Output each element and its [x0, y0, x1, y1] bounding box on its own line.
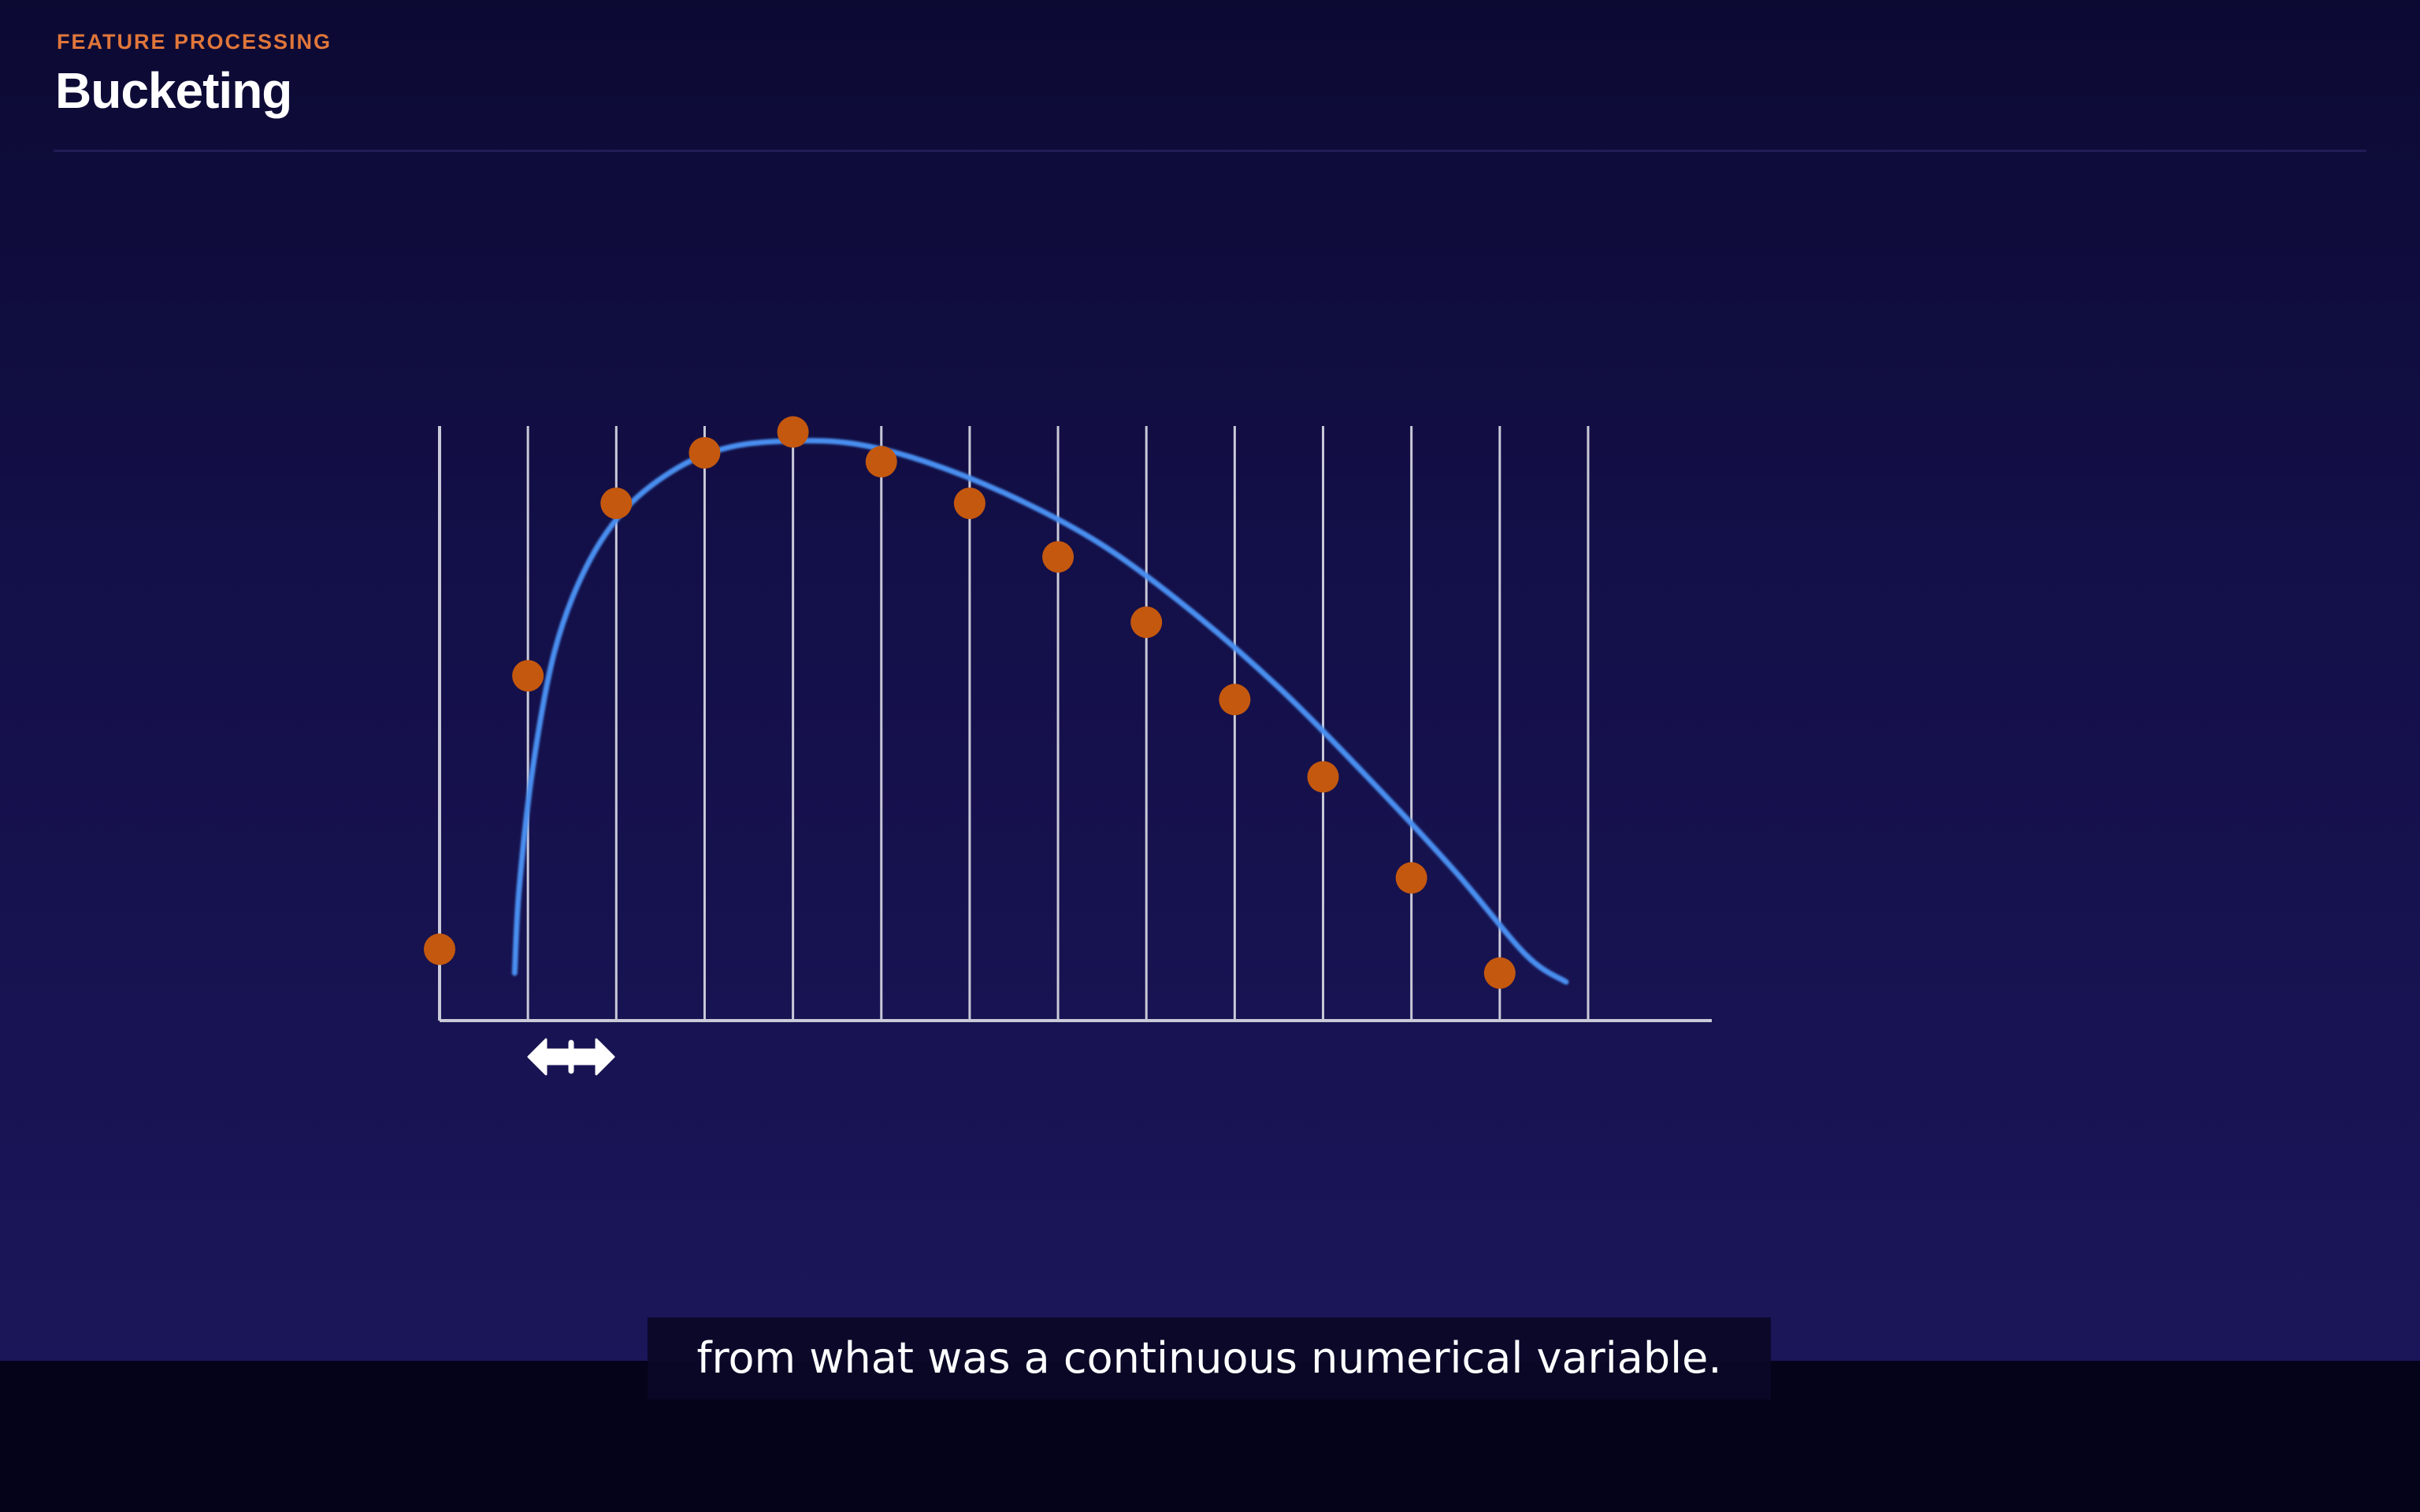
data-point — [1130, 606, 1163, 639]
data-point — [1219, 684, 1251, 716]
data-point — [1042, 541, 1075, 573]
subtitle-caption: from what was a continuous numerical var… — [648, 1317, 1771, 1399]
section-kicker: FEATURE PROCESSING — [57, 30, 332, 54]
data-point — [1483, 957, 1516, 989]
data-point — [953, 487, 985, 520]
data-point — [512, 660, 544, 692]
slide-title: Bucketing — [55, 62, 292, 119]
data-point — [1395, 862, 1427, 894]
data-point — [600, 487, 633, 520]
header-divider — [54, 150, 2366, 152]
slide-background — [0, 0, 2420, 1361]
data-point — [1307, 761, 1339, 793]
bucketing-chart — [424, 416, 1712, 1076]
data-points — [424, 416, 1516, 989]
double-arrow-icon — [527, 1038, 615, 1076]
data-point — [865, 446, 897, 478]
trend-curve — [511, 438, 1569, 985]
bucket-grid — [438, 426, 1590, 1021]
data-point — [689, 436, 721, 469]
data-point — [777, 416, 809, 448]
data-point — [424, 933, 455, 965]
